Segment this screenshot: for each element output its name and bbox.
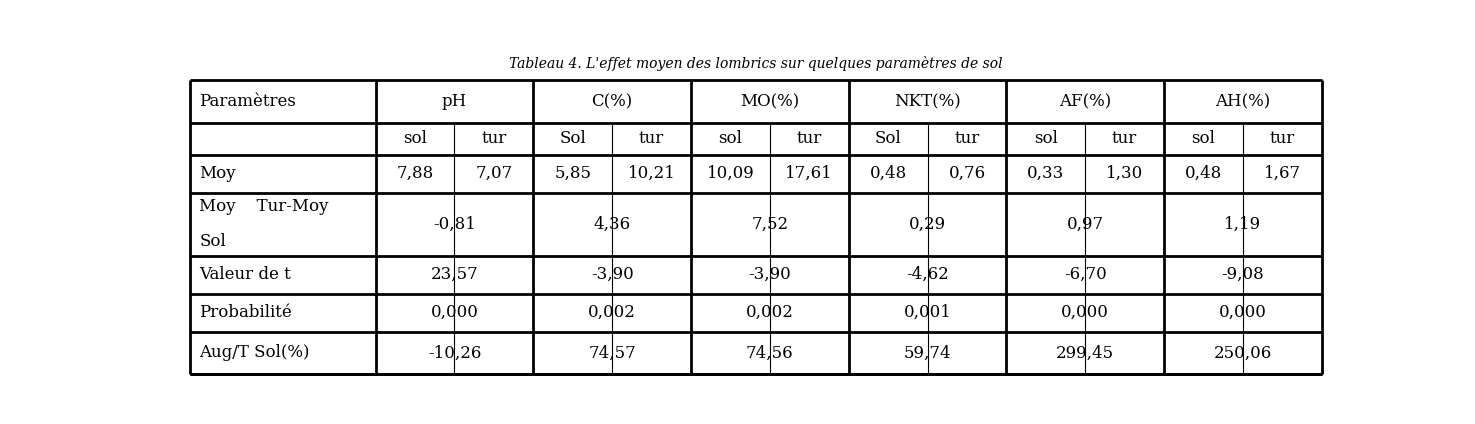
Text: sol: sol (1034, 130, 1058, 147)
Text: Sol: Sol (199, 233, 226, 250)
Text: 5,85: 5,85 (555, 165, 591, 182)
Text: AH(%): AH(%) (1215, 93, 1270, 110)
Text: Sol: Sol (875, 130, 901, 147)
Text: 0,48: 0,48 (1184, 165, 1223, 182)
Text: Tableau 4. L'effet moyen des lombrics sur quelques paramètres de sol: Tableau 4. L'effet moyen des lombrics su… (509, 56, 1003, 71)
Text: C(%): C(%) (591, 93, 633, 110)
Text: sol: sol (403, 130, 426, 147)
Text: -3,90: -3,90 (591, 266, 634, 283)
Text: MO(%): MO(%) (740, 93, 799, 110)
Text: -4,62: -4,62 (906, 266, 948, 283)
Text: 0,000: 0,000 (1062, 304, 1109, 321)
Text: tur: tur (796, 130, 822, 147)
Text: tur: tur (639, 130, 664, 147)
Text: tur: tur (954, 130, 979, 147)
Text: Aug/T Sol(%): Aug/T Sol(%) (199, 344, 310, 361)
Text: 23,57: 23,57 (431, 266, 478, 283)
Text: tur: tur (1270, 130, 1295, 147)
Text: NKT(%): NKT(%) (894, 93, 960, 110)
Text: 250,06: 250,06 (1214, 344, 1271, 361)
Text: Sol: Sol (559, 130, 586, 147)
Text: 59,74: 59,74 (904, 344, 951, 361)
Text: AF(%): AF(%) (1059, 93, 1111, 110)
Text: 4,36: 4,36 (593, 216, 631, 233)
Text: 7,52: 7,52 (751, 216, 789, 233)
Text: 0,000: 0,000 (431, 304, 478, 321)
Text: -9,08: -9,08 (1221, 266, 1264, 283)
Text: 0,33: 0,33 (1027, 165, 1065, 182)
Text: 74,57: 74,57 (589, 344, 636, 361)
Text: sol: sol (1192, 130, 1215, 147)
Text: 7,07: 7,07 (475, 165, 512, 182)
Text: tur: tur (481, 130, 506, 147)
Text: Valeur de t: Valeur de t (199, 266, 291, 283)
Text: Probabilité: Probabilité (199, 304, 292, 321)
Text: 74,56: 74,56 (746, 344, 794, 361)
Text: 1,67: 1,67 (1264, 165, 1301, 182)
Text: 0,48: 0,48 (869, 165, 907, 182)
Text: 299,45: 299,45 (1056, 344, 1114, 361)
Text: sol: sol (718, 130, 742, 147)
Text: 0,002: 0,002 (589, 304, 636, 321)
Text: 10,21: 10,21 (628, 165, 676, 182)
Text: 0,000: 0,000 (1218, 304, 1267, 321)
Text: -0,81: -0,81 (434, 216, 476, 233)
Text: Moy    Tur-Moy: Moy Tur-Moy (199, 198, 329, 215)
Text: 17,61: 17,61 (785, 165, 833, 182)
Text: tur: tur (1112, 130, 1137, 147)
Text: 7,88: 7,88 (397, 165, 434, 182)
Text: 1,19: 1,19 (1224, 216, 1261, 233)
Text: -3,90: -3,90 (748, 266, 791, 283)
Text: 0,97: 0,97 (1066, 216, 1103, 233)
Text: -6,70: -6,70 (1063, 266, 1106, 283)
Text: 0,76: 0,76 (948, 165, 985, 182)
Text: Paramètres: Paramètres (199, 93, 296, 110)
Text: 0,002: 0,002 (746, 304, 794, 321)
Text: 0,001: 0,001 (904, 304, 951, 321)
Text: pH: pH (442, 93, 468, 110)
Text: 0,29: 0,29 (909, 216, 945, 233)
Text: 10,09: 10,09 (707, 165, 754, 182)
Text: Moy: Moy (199, 165, 236, 182)
Text: 1,30: 1,30 (1106, 165, 1143, 182)
Text: -10,26: -10,26 (428, 344, 481, 361)
